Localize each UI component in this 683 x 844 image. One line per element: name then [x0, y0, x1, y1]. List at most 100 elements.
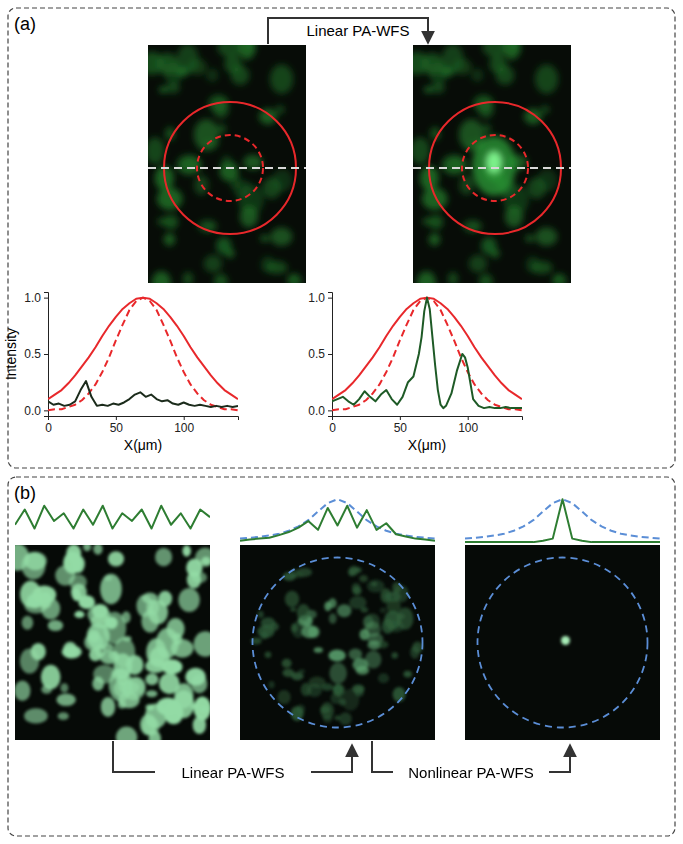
- series-line: [465, 499, 660, 542]
- speckle: [307, 684, 322, 697]
- speckle: [175, 67, 189, 77]
- speckle: [535, 227, 557, 246]
- speckle: [391, 652, 398, 658]
- image: [15, 545, 210, 740]
- arrow-label: Linear PA-WFS: [181, 764, 284, 781]
- image-background: [240, 545, 435, 740]
- series-line: [48, 298, 238, 411]
- tick-mark: [328, 410, 332, 411]
- speckle: [100, 574, 122, 604]
- speckle: [156, 628, 179, 658]
- speckle: [261, 256, 275, 272]
- speckle: [22, 552, 46, 579]
- chart: 0501000.00.51.0X(μm): [308, 291, 522, 453]
- speckle: [268, 681, 274, 689]
- speckle: [22, 616, 34, 630]
- speckle: [356, 666, 369, 675]
- speckle: [440, 67, 454, 77]
- series-line: [240, 499, 435, 538]
- speckle: [260, 235, 270, 242]
- speckle: [265, 652, 272, 658]
- tick-label: 0: [329, 421, 336, 435]
- tick-mark: [400, 416, 401, 420]
- y-tick: 1.0: [24, 291, 48, 305]
- speckle: [469, 255, 488, 273]
- speckle: [204, 255, 223, 273]
- speckle: [503, 45, 521, 59]
- speckle: [148, 137, 165, 164]
- speckle: [214, 274, 228, 283]
- panel-label: (a): [14, 14, 36, 34]
- speckle: [337, 604, 352, 617]
- x-axis-title: X(μm): [408, 437, 446, 453]
- speckle: [41, 665, 61, 689]
- speckle: [145, 659, 166, 673]
- tick-label: 0.5: [24, 347, 41, 361]
- y-tick: 0.0: [308, 404, 332, 418]
- speckle: [157, 188, 182, 210]
- tick-label: 0.0: [24, 404, 41, 418]
- speckle: [429, 233, 440, 246]
- x-tick: 0: [329, 416, 336, 435]
- series-line: [332, 298, 522, 411]
- speckle: [193, 716, 206, 734]
- y-tick: 0.5: [308, 347, 332, 361]
- speckle: [231, 65, 250, 85]
- speckle: [328, 598, 336, 608]
- speckle: [101, 697, 115, 717]
- speckle: [58, 712, 69, 720]
- speckle: [417, 271, 436, 283]
- speckle: [297, 604, 310, 621]
- speckle: [15, 680, 31, 701]
- plot-area: [332, 298, 522, 411]
- speckle: [333, 684, 344, 695]
- axis-line: [328, 293, 333, 417]
- speckle: [365, 651, 381, 669]
- y-axis-title: Intensity: [3, 328, 19, 380]
- y-axis: 0.0 0.5 1.0: [24, 291, 48, 418]
- y-tick: 0.5: [24, 347, 48, 361]
- speckle: [541, 105, 550, 114]
- image-background: [148, 45, 306, 283]
- speckle: [157, 217, 168, 225]
- speckle: [152, 271, 171, 283]
- profile-line: [413, 167, 571, 169]
- speckle: [194, 119, 219, 151]
- image-background: [15, 545, 210, 740]
- speckle: [126, 655, 144, 675]
- axis-line: [44, 293, 49, 417]
- tick-label: 0.5: [308, 347, 325, 361]
- x-axis: 050100: [45, 416, 238, 435]
- tick-mark: [44, 298, 48, 299]
- speckle: [191, 675, 207, 694]
- speckle: [145, 673, 158, 685]
- speckle: [270, 227, 292, 246]
- speckle: [352, 587, 361, 596]
- speckle: [24, 708, 48, 723]
- speckle: [270, 64, 293, 93]
- speckle: [314, 647, 323, 653]
- series-line: [332, 298, 522, 408]
- focus-spot: [486, 151, 502, 173]
- speckle: [103, 612, 126, 644]
- speckle: [349, 566, 359, 576]
- image-texture: [15, 545, 210, 740]
- speckle: [424, 86, 434, 93]
- panel-label: (b): [14, 483, 36, 503]
- speckle: [93, 545, 102, 555]
- speckle: [359, 629, 369, 641]
- speckle: [552, 273, 567, 283]
- speckle: [25, 598, 48, 614]
- speckle: [100, 650, 119, 664]
- image-texture: [413, 45, 567, 283]
- focus-spot: [561, 636, 570, 645]
- speckle: [83, 545, 91, 551]
- tick-label: 100: [174, 421, 194, 435]
- speckle: [479, 274, 493, 283]
- resolution-circle-dashed: [253, 558, 423, 728]
- speckle: [393, 687, 406, 702]
- x-axis-title: X(μm): [124, 437, 162, 453]
- speckle: [157, 53, 178, 75]
- tick-label: 0: [45, 421, 52, 435]
- speckle: [349, 596, 366, 609]
